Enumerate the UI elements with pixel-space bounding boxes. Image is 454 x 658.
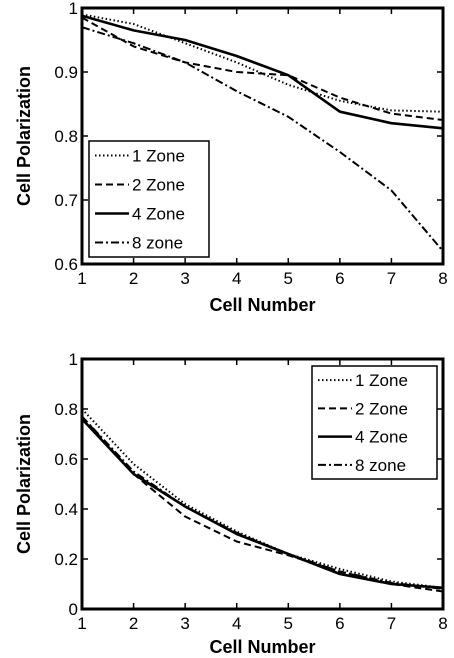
x-tick-label: 1 xyxy=(77,269,86,288)
legend-entry-label: 8 zone xyxy=(355,456,406,475)
x-tick-label: 3 xyxy=(180,614,189,633)
chart-1: 1 2 3 4 5 6 7 8 0.6 0.7 0.8 0.9 1 Cell Number Cell Pol… xyxy=(14,0,448,315)
legend-box xyxy=(88,140,210,258)
series-line-2-zone xyxy=(81,16,444,121)
y-tick-label: 0.8 xyxy=(54,400,78,419)
x-tick-label: 1 xyxy=(77,614,86,633)
legend-box xyxy=(311,365,438,480)
x-tick-label: 5 xyxy=(284,269,293,288)
y-tick-label: 0.6 xyxy=(54,450,78,469)
plot-area-frame xyxy=(80,357,445,611)
x-tick-label: 8 xyxy=(438,269,447,288)
y-tick-label: 0.8 xyxy=(54,127,78,146)
y-tick-label: 1 xyxy=(69,0,78,18)
legend-entry-label: 2 Zone xyxy=(355,399,408,418)
x-tick-label: 6 xyxy=(335,269,344,288)
series-line-8-zone xyxy=(81,415,444,590)
series-line-1-zone xyxy=(81,13,444,113)
legend-entry-label: 1 Zone xyxy=(132,147,185,166)
series-line-1-zone xyxy=(81,408,444,589)
x-tick-label: 3 xyxy=(180,269,189,288)
legend: 1 Zone 2 Zone 4 Zone 8 zone xyxy=(88,140,210,258)
y-axis-label: Cell Polarization xyxy=(14,414,34,554)
legend-entry-label: 1 Zone xyxy=(355,371,408,390)
x-tick-label: 2 xyxy=(129,269,138,288)
x-tick-label: 4 xyxy=(232,269,241,288)
chart-2: 1 2 3 4 5 6 7 8 0 0.2 0.4 0.6 0.8 1 Cell Number Cell Po… xyxy=(14,350,448,657)
y-tick-label: 1 xyxy=(69,350,78,369)
legend: 1 Zone 2 Zone 4 Zone 8 zone xyxy=(311,365,438,480)
y-tick-label: 0.6 xyxy=(54,255,78,274)
y-tick-label: 0.7 xyxy=(54,191,78,210)
x-tick-label: 5 xyxy=(284,614,293,633)
y-axis-label: Cell Polarization xyxy=(14,66,34,206)
y-tick-label: 0.4 xyxy=(54,500,78,519)
y-tick-label: 0 xyxy=(69,600,78,619)
x-axis-label: Cell Number xyxy=(209,295,315,315)
series-line-4-zone xyxy=(81,14,444,130)
series-line-4-zone xyxy=(81,418,444,590)
series-line-8-zone xyxy=(81,26,444,252)
x-tick-label: 2 xyxy=(129,614,138,633)
x-axis-label: Cell Number xyxy=(209,637,315,657)
y-tick-label: 0.2 xyxy=(54,550,78,569)
legend-entry-label: 4 Zone xyxy=(132,205,185,224)
legend-entry-label: 8 zone xyxy=(132,234,183,253)
x-tick-label: 4 xyxy=(232,614,241,633)
legend-entry-label: 4 Zone xyxy=(355,428,408,447)
x-tick-label: 6 xyxy=(335,614,344,633)
x-tick-label: 8 xyxy=(438,614,447,633)
y-tick-label: 0.9 xyxy=(54,63,78,82)
x-tick-label: 7 xyxy=(387,269,396,288)
x-tick-label: 7 xyxy=(387,614,396,633)
legend-entry-label: 2 Zone xyxy=(132,176,185,195)
